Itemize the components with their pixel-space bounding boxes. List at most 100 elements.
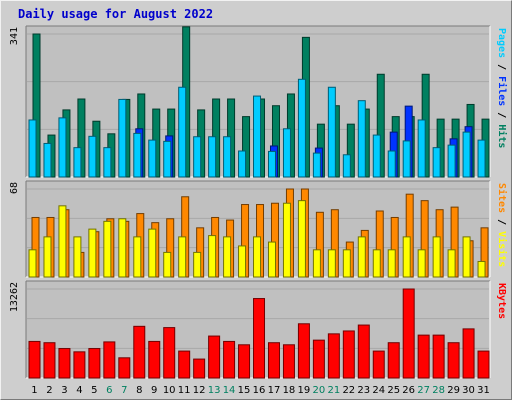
visits-bar-fill [298, 200, 306, 277]
pages-bar-fill [223, 136, 231, 177]
pages-bar [88, 135, 97, 178]
y-max-label: 13262 [9, 282, 20, 312]
pages-bar-outline [73, 147, 82, 178]
visits-bar-outline [253, 236, 262, 278]
kbytes-bar-outline [163, 327, 176, 379]
pages-bar [357, 100, 366, 178]
kbytes-bar-outline [342, 330, 355, 379]
visits-bar [208, 235, 217, 278]
kbytes-bar-fill [58, 348, 70, 378]
visits-bar [133, 236, 142, 278]
kbytes-bar-fill [433, 335, 445, 378]
kbytes-bar-fill [448, 342, 460, 378]
hits-bar-fill [347, 124, 355, 177]
kbytes-bar-fill [103, 341, 115, 378]
pages-bar-fill [463, 132, 471, 177]
x-tick-label: 3 [61, 385, 67, 396]
kbytes-bar [238, 344, 251, 379]
pages-bar-outline [163, 140, 172, 178]
visits-bar-fill [403, 236, 411, 277]
visits-bar [357, 236, 366, 278]
x-tick-label: 27 [417, 385, 430, 396]
series-legend-part: KBytes [496, 283, 507, 319]
kbytes-bar [432, 334, 445, 379]
visits-bar-outline [148, 228, 157, 278]
x-tick-label: 2 [46, 385, 52, 396]
x-tick-label: 13 [208, 385, 221, 396]
kbytes-bar-outline [402, 288, 415, 379]
pages-bar-fill [418, 119, 426, 177]
visits-bar-fill [73, 236, 81, 277]
pages-bar-outline [223, 136, 232, 178]
pages-bar-outline [267, 150, 276, 178]
kbytes-bar-outline [327, 333, 340, 379]
kbytes-bar-outline [477, 350, 490, 379]
x-tick-label: 6 [106, 385, 112, 396]
x-tick-label: 8 [136, 385, 142, 396]
visits-bar-fill [88, 229, 96, 277]
visits-bar-fill [388, 249, 396, 277]
y-max-label: 341 [9, 27, 20, 45]
pages-bar-fill [73, 147, 81, 177]
pages-bar-fill [358, 100, 366, 177]
pages-bar-outline [208, 136, 217, 178]
x-tick-label: 11 [178, 385, 191, 396]
visits-bar [103, 220, 112, 278]
pages-bar-fill [448, 145, 456, 177]
pages-bar-fill [58, 117, 66, 177]
kbytes-bar-outline [447, 342, 460, 379]
kbytes-bar-fill [478, 351, 490, 378]
pages-bar [312, 152, 321, 178]
kbytes-bar-outline [462, 328, 475, 379]
kbytes-bar-fill [358, 325, 370, 378]
visits-bar [447, 249, 456, 278]
kbytes-bar [58, 348, 71, 379]
kbytes-bar [73, 351, 86, 379]
x-tick-label: 23 [357, 385, 370, 396]
pages-bar-fill [133, 133, 141, 177]
pages-bar [178, 86, 187, 178]
kbytes-bar-outline [297, 323, 310, 379]
kbytes-bar [223, 340, 236, 379]
visits-bar [193, 251, 202, 278]
pages-bar-outline [477, 139, 486, 178]
kbytes-bar [28, 340, 41, 379]
kbytes-bar [462, 328, 475, 379]
visits-bar-fill [29, 249, 36, 277]
visits-bar-outline [163, 251, 172, 278]
kbytes-bar-fill [313, 340, 325, 378]
visits-bar-outline [372, 249, 381, 278]
pages-bar-outline [447, 144, 456, 178]
pages-bar-outline [372, 134, 381, 178]
visits-bar-outline [43, 236, 52, 278]
pages-bar-outline [28, 119, 37, 178]
kbytes-bar-fill [298, 323, 310, 378]
visits-bar [238, 245, 247, 278]
kbytes-bar [447, 342, 460, 379]
visits-bar-outline [103, 220, 112, 278]
pages-bar [43, 142, 52, 178]
kbytes-bar-outline [432, 334, 445, 379]
pages-bar [417, 119, 426, 178]
kbytes-bar-outline [43, 342, 56, 379]
x-tick-label: 1 [31, 385, 37, 396]
visits-bar [282, 202, 291, 278]
pages-bar-fill [403, 140, 411, 177]
visits-bar-fill [328, 249, 336, 277]
pages-bar-fill [313, 153, 321, 177]
visits-bar [148, 228, 157, 278]
series-legend-part: Files [496, 76, 508, 106]
visits-bar-fill [268, 242, 276, 277]
x-tick-label: 14 [223, 385, 236, 396]
kbytes-bar-outline [103, 341, 116, 379]
pages-bar-fill [328, 87, 336, 177]
kbytes-bar [372, 350, 385, 379]
kbytes-bar-outline [223, 340, 236, 379]
series-legend: Sites / Visits [496, 183, 508, 267]
visits-bar-outline [208, 235, 217, 278]
visits-bar [58, 205, 67, 278]
kbytes-bar-outline [88, 348, 101, 379]
series-legend-part: Sites [496, 183, 508, 213]
kbytes-bar [163, 327, 176, 379]
